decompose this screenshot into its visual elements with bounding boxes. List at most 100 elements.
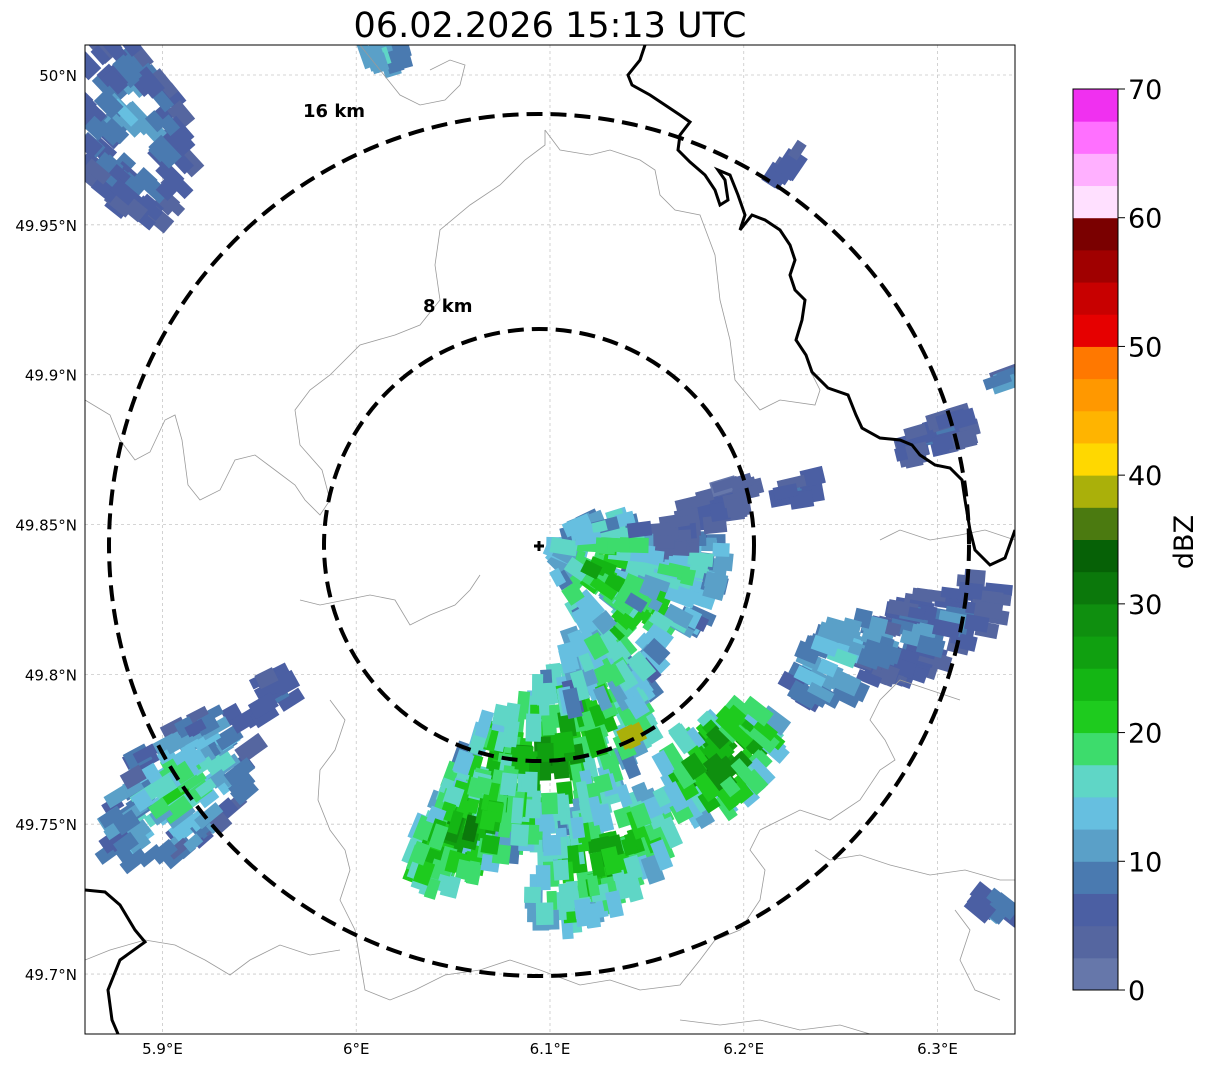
echo-bin bbox=[713, 793, 738, 822]
colorbar-swatch bbox=[1073, 249, 1118, 283]
echo-bin bbox=[693, 770, 722, 803]
echo-bin bbox=[474, 709, 495, 739]
echo-bin bbox=[651, 749, 676, 778]
echo-bin bbox=[689, 493, 711, 509]
echo-bin bbox=[680, 752, 708, 781]
echo-bin bbox=[588, 795, 605, 827]
colorbar-swatch bbox=[1073, 700, 1118, 734]
echo-bin bbox=[964, 613, 990, 633]
echo-bin bbox=[363, 45, 388, 72]
admin-border-line bbox=[954, 909, 1001, 1001]
echo-bin bbox=[586, 875, 601, 897]
echo-bin bbox=[574, 595, 593, 616]
colorbar-swatch bbox=[1073, 571, 1118, 605]
echo-bin bbox=[439, 874, 462, 899]
echo-bin bbox=[554, 731, 575, 755]
echo-bin bbox=[409, 840, 431, 866]
echo-bin bbox=[611, 869, 631, 901]
echo-bin bbox=[542, 834, 562, 856]
echo-bin bbox=[702, 578, 727, 601]
echo-bin bbox=[772, 483, 799, 501]
echo-bin bbox=[648, 609, 674, 633]
echo-bin bbox=[683, 726, 706, 751]
echo-bin bbox=[903, 423, 928, 441]
echo-bin bbox=[663, 781, 689, 813]
echo-bin bbox=[166, 837, 191, 860]
colorbar-swatch bbox=[1073, 957, 1118, 991]
echo-bin bbox=[112, 831, 139, 857]
echo-bin bbox=[940, 586, 970, 601]
echo-bin bbox=[452, 750, 475, 776]
echo-bin bbox=[93, 88, 124, 119]
echo-bin bbox=[588, 703, 607, 728]
colorbar-tick-label: 40 bbox=[1128, 461, 1162, 492]
echo-bin bbox=[223, 757, 256, 786]
echo-bin bbox=[85, 45, 117, 64]
colorbar-swatch bbox=[1073, 314, 1118, 347]
colorbar-swatch bbox=[1073, 346, 1118, 380]
colorbar-swatch bbox=[1073, 217, 1118, 251]
colorbar-swatch bbox=[1073, 539, 1118, 573]
echo-bin bbox=[133, 167, 158, 192]
map-area[interactable]: 16 km 8 km bbox=[62, 31, 1025, 1034]
lat-tick-label: 49.85°N bbox=[15, 517, 77, 535]
echo-bin bbox=[730, 757, 757, 786]
echo-bin bbox=[150, 68, 179, 99]
echo-bin bbox=[640, 854, 666, 885]
echo-bin bbox=[85, 158, 112, 185]
echo-bin bbox=[570, 816, 586, 839]
lon-tick-label: 6.2°E bbox=[723, 1040, 764, 1058]
echo-bin bbox=[90, 45, 111, 66]
echo-bin bbox=[234, 732, 269, 764]
echo-bin bbox=[540, 792, 559, 815]
echo-bin bbox=[147, 797, 171, 820]
colorbar-swatch bbox=[1073, 829, 1118, 862]
radar-site-marker bbox=[534, 541, 544, 551]
echo-bin bbox=[167, 100, 196, 130]
admin-border-line bbox=[544, 129, 821, 411]
echo-bin bbox=[712, 542, 730, 557]
echo-bin bbox=[442, 784, 465, 808]
echo-bin bbox=[569, 669, 591, 702]
echo-bin bbox=[719, 776, 741, 798]
echo-bin bbox=[584, 902, 602, 929]
colorbar-label: dBZ bbox=[1169, 515, 1200, 569]
echo-bin bbox=[510, 823, 530, 847]
colorbar-tick-label: 0 bbox=[1128, 976, 1145, 1007]
echo-bin bbox=[605, 890, 624, 919]
colorbar-swatch bbox=[1073, 603, 1118, 637]
colorbar-frame bbox=[1072, 88, 1119, 991]
range-ring-label-16km: 16 km bbox=[303, 101, 365, 122]
echo-bin bbox=[90, 174, 121, 204]
colorbar-swatch bbox=[1073, 507, 1118, 540]
colorbar-swatch bbox=[1073, 282, 1118, 315]
echo-bin bbox=[144, 110, 167, 133]
reflectivity-echoes bbox=[85, 45, 1015, 940]
echo-bin bbox=[479, 809, 497, 832]
echo-bin bbox=[98, 805, 124, 829]
lon-tick-label: 5.9°E bbox=[142, 1040, 183, 1058]
range-rings bbox=[107, 112, 971, 978]
range-ring-label-8km: 8 km bbox=[423, 296, 473, 317]
echo-bin bbox=[626, 650, 657, 682]
echo-bin bbox=[583, 632, 610, 661]
echo-bin bbox=[855, 669, 883, 688]
echo-bin bbox=[455, 859, 475, 881]
echo-bin bbox=[428, 823, 449, 851]
echo-bin bbox=[549, 537, 579, 557]
echo-bin bbox=[123, 198, 149, 223]
echo-bin bbox=[623, 854, 644, 881]
echo-bin bbox=[663, 603, 694, 630]
echo-bin bbox=[878, 663, 900, 685]
echo-bin bbox=[931, 432, 957, 454]
echo-bin bbox=[561, 513, 593, 538]
colorbar-swatch bbox=[1073, 378, 1118, 412]
colorbar-swatch bbox=[1073, 636, 1118, 669]
lat-tick-label: 49.7°N bbox=[25, 966, 77, 984]
colorbar-swatch bbox=[1073, 668, 1118, 701]
echo-bin bbox=[795, 690, 818, 710]
admin-border-line bbox=[317, 699, 766, 1001]
range-ring-8km bbox=[322, 327, 756, 763]
echo-bin bbox=[932, 618, 961, 640]
